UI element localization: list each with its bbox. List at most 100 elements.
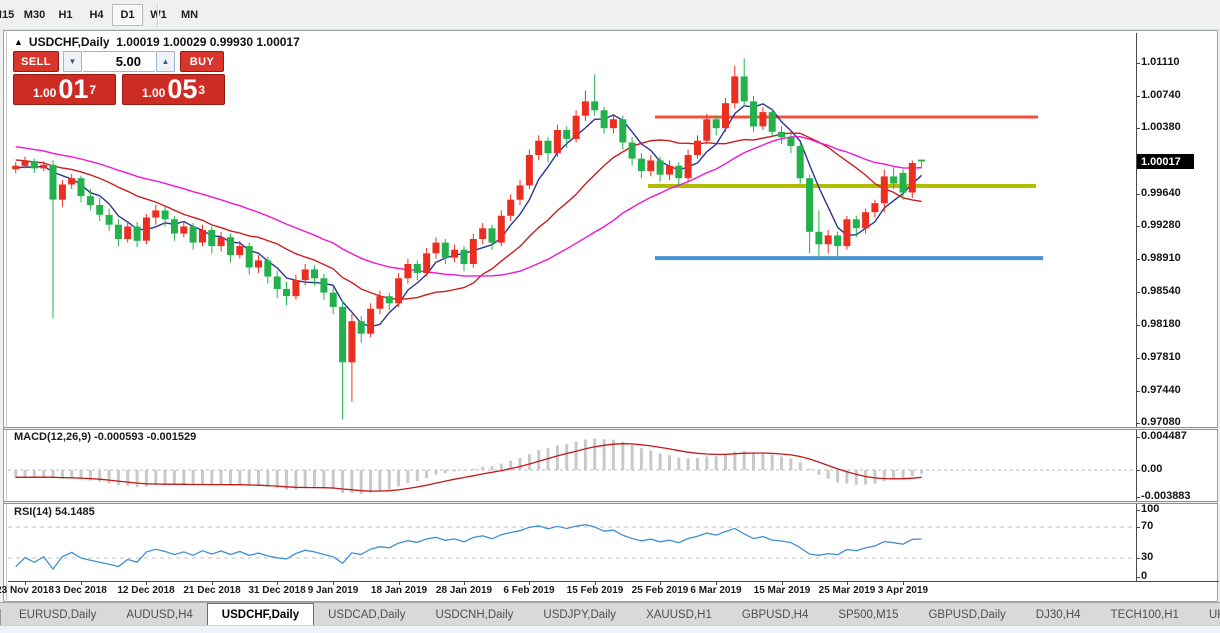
- sell-price-panel[interactable]: 1.00 01 7: [13, 74, 116, 105]
- buy-price-panel[interactable]: 1.00 05 3: [122, 74, 225, 105]
- price-tick-label-tickmark: [1136, 226, 1140, 227]
- collapse-trade-panel-icon[interactable]: ▲: [14, 37, 23, 47]
- date-tick-label: 18 Jan 2019: [370, 585, 428, 596]
- date-tickmark: [464, 581, 465, 585]
- macd-tick-label-tickmark: [1136, 470, 1140, 471]
- tab-USDJPY-Daily[interactable]: USDJPY,Daily: [543, 609, 617, 621]
- volume-increase-button[interactable]: ▲: [156, 51, 175, 72]
- date-tickmark: [277, 581, 278, 585]
- date-tickmark: [660, 581, 661, 585]
- volume-decrease-button[interactable]: ▼: [63, 51, 82, 72]
- price-tick-label-tickmark: [1136, 96, 1140, 97]
- chart-title-text: USDCHF,Daily 1.00019 1.00029 0.99930 1.0…: [28, 35, 300, 49]
- chart-title: ▲ USDCHF,Daily 1.00019 1.00029 0.99930 1.…: [14, 35, 300, 49]
- date-tickmark: [212, 581, 213, 585]
- rsi-tick-label-tickmark: [1136, 510, 1140, 511]
- date-tickmark: [847, 581, 848, 585]
- macd-tick-label-tickmark: [1136, 437, 1140, 438]
- rsi-indicator-label: RSI(14) 54.1485: [14, 506, 95, 518]
- rsi-tick-label: 100: [1141, 503, 1160, 515]
- timeframe-toolbar: M15M30H1H4D1W1MN: [0, 0, 1220, 30]
- price-axis-frame: [1136, 33, 1137, 581]
- tab-USDCAD-Daily[interactable]: USDCAD,Daily: [328, 609, 406, 621]
- price-tick-label: 0.98540: [1141, 285, 1181, 297]
- toolbar-separator: [157, 3, 159, 27]
- tab-USDCHF-Daily[interactable]: USDCHF,Daily: [206, 603, 315, 625]
- date-tickmark: [399, 581, 400, 585]
- volume-input[interactable]: [83, 51, 155, 72]
- price-tick-label-tickmark: [1136, 128, 1140, 129]
- chevron-down-icon: ▼: [68, 57, 77, 66]
- date-tickmark: [903, 581, 904, 585]
- current-price-box: 1.00017: [1137, 154, 1194, 169]
- tab-AUDUSD-H4[interactable]: AUDUSD,H4: [126, 609, 193, 621]
- price-tick-label-tickmark: [1136, 63, 1140, 64]
- price-tick-label-tickmark: [1136, 259, 1140, 260]
- price-tick-label: 0.97080: [1141, 416, 1181, 428]
- date-axis-frame: [8, 581, 1219, 582]
- price-tick-label-tickmark: [1136, 325, 1140, 326]
- sell-button[interactable]: SELL: [13, 51, 59, 72]
- date-tick-label: 25 Mar 2019: [818, 585, 876, 596]
- chevron-up-icon: ▲: [161, 57, 170, 66]
- date-tick-label: 12 Dec 2018: [117, 585, 175, 596]
- price-tick-label-tickmark: [1136, 194, 1140, 195]
- tab-DJ30-H4[interactable]: DJ30,H4: [1035, 609, 1081, 621]
- rsi-tick-label: 30: [1141, 551, 1154, 563]
- tab-GBPUSD-Daily[interactable]: GBPUSD,Daily: [928, 609, 1006, 621]
- rsi-tick-label-tickmark: [1136, 577, 1140, 578]
- status-strip: [0, 625, 1220, 633]
- date-tickmark: [716, 581, 717, 585]
- pane-splitter-macd[interactable]: [4, 427, 1218, 430]
- date-tick-label: 23 Nov 2018: [0, 585, 54, 596]
- date-tickmark: [595, 581, 596, 585]
- pane-splitter-rsi[interactable]: [4, 501, 1218, 504]
- price-tick-label: 1.00380: [1141, 121, 1181, 133]
- rsi-tick-label-tickmark: [1136, 527, 1140, 528]
- price-tick-label: 0.99640: [1141, 187, 1181, 199]
- timeframe-button-M30[interactable]: M30: [23, 9, 46, 21]
- price-tick-label-tickmark: [1136, 292, 1140, 293]
- tab-XAUUSD-H1[interactable]: XAUUSD,H1: [646, 609, 712, 621]
- macd-tick-label: 0.00: [1141, 463, 1163, 475]
- timeframe-button-H4[interactable]: H4: [89, 9, 104, 21]
- buy-button[interactable]: BUY: [180, 51, 224, 72]
- timeframe-button-MN[interactable]: MN: [180, 9, 199, 21]
- date-tickmark: [25, 581, 26, 585]
- buy-price-big: 05: [167, 74, 198, 104]
- date-tick-label: 3 Dec 2018: [55, 585, 107, 596]
- date-tickmark: [782, 581, 783, 585]
- date-tickmark: [146, 581, 147, 585]
- timeframe-button-M15[interactable]: M15: [0, 9, 15, 21]
- rsi-pane-canvas[interactable]: [8, 504, 1136, 581]
- chart-tab-bar: EURUSD,Daily AUDUSD,H4 USDCHF,Daily USDCAD,…: [0, 602, 1220, 625]
- tab-UKC[interactable]: UKC: [1208, 609, 1220, 621]
- date-tick-label: 21 Dec 2018: [183, 585, 241, 596]
- tab-SP500-M15[interactable]: SP500,M15: [838, 609, 899, 621]
- date-tick-label: 6 Feb 2019: [503, 585, 555, 596]
- price-tick-label: 0.97810: [1141, 351, 1181, 363]
- tab-USDCNH-Daily[interactable]: USDCNH,Daily: [435, 609, 514, 621]
- rsi-tick-label: 70: [1141, 520, 1154, 532]
- price-tick-label: 1.01110: [1141, 56, 1180, 68]
- tab-EURUSD-Daily[interactable]: EURUSD,Daily: [19, 609, 97, 621]
- price-tick-label: 1.00740: [1141, 89, 1181, 101]
- rsi-tick-label-tickmark: [1136, 558, 1140, 559]
- price-tick-label: 0.98180: [1141, 318, 1181, 330]
- timeframe-button-D1[interactable]: D1: [112, 4, 143, 26]
- date-tick-label: 9 Jan 2019: [307, 585, 359, 596]
- macd-tick-label: -0.003883: [1141, 490, 1191, 502]
- date-tickmark: [333, 581, 334, 585]
- window-frame-line: [6, 30, 7, 602]
- buy-price-pip: 3: [198, 83, 206, 97]
- tab-bar-notch: [0, 609, 1, 625]
- price-tick-label: 0.97440: [1141, 384, 1181, 396]
- date-tick-label: 28 Jan 2019: [435, 585, 493, 596]
- current-price-value: 1.00017: [1141, 155, 1181, 168]
- macd-pane-canvas[interactable]: [8, 430, 1136, 501]
- sell-price-pip: 7: [89, 83, 97, 97]
- timeframe-button-H1[interactable]: H1: [58, 9, 73, 21]
- tab-GBPUSD-H4[interactable]: GBPUSD,H4: [741, 609, 809, 621]
- tab-TECH100-H1[interactable]: TECH100,H1: [1110, 609, 1179, 621]
